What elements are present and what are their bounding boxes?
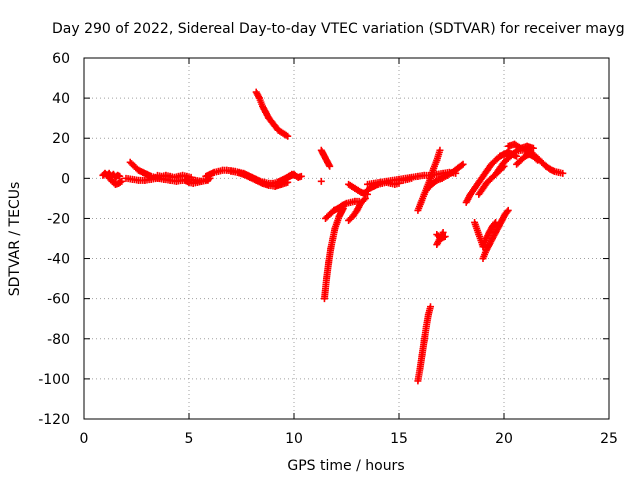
plot-frame	[83, 57, 610, 420]
y-tick-label: 20	[52, 131, 70, 147]
series-s28	[479, 206, 512, 263]
series-s19	[399, 174, 416, 184]
y-tick-label: -40	[47, 252, 70, 268]
data-point	[532, 155, 540, 163]
data-point	[439, 228, 447, 236]
series-s10	[282, 170, 305, 182]
x-axis-label: GPS time / hours	[287, 458, 404, 474]
data-point	[360, 196, 368, 204]
x-tick-label: 25	[600, 431, 618, 447]
series-s12	[317, 177, 325, 185]
data-point	[529, 144, 537, 152]
y-tick-label: -80	[47, 332, 70, 348]
data-point	[284, 132, 292, 140]
series-s11	[317, 146, 334, 170]
grid-lines	[84, 58, 609, 419]
y-tick-label: -20	[47, 211, 70, 227]
x-tick-label: 20	[495, 431, 513, 447]
x-tick-labels: 0 5 10 15 20 25	[80, 431, 618, 447]
axis-ticks	[83, 57, 610, 420]
series-s21	[422, 160, 467, 194]
y-tick-label: 0	[61, 171, 70, 187]
data-point	[458, 161, 466, 169]
data-point	[297, 172, 305, 180]
series-s22	[414, 303, 434, 385]
series-s6	[181, 174, 214, 187]
series-s14	[322, 197, 363, 222]
data-points	[99, 88, 567, 385]
data-point	[116, 172, 124, 180]
y-tick-label: 60	[52, 51, 70, 67]
data-point	[118, 177, 126, 185]
series-s16	[345, 180, 371, 198]
data-point	[559, 169, 567, 177]
data-point	[459, 160, 467, 168]
x-tick-label: 0	[80, 431, 89, 447]
data-point	[504, 206, 512, 214]
data-point	[436, 146, 444, 154]
series-s13	[320, 204, 347, 303]
data-point	[503, 208, 511, 216]
series-s24	[433, 228, 447, 249]
y-axis-label: SDTVAR / TECUs	[7, 182, 23, 297]
y-tick-label: -120	[38, 412, 70, 428]
series-s25	[462, 148, 521, 206]
y-tick-label: -100	[38, 372, 70, 388]
data-point	[491, 220, 499, 228]
data-point	[534, 156, 542, 164]
series-s15	[345, 194, 369, 224]
series-s32	[504, 140, 537, 152]
series-s5	[154, 171, 195, 181]
data-point	[408, 174, 416, 182]
data-point	[427, 303, 434, 311]
series-s2	[105, 174, 126, 188]
y-tick-label: -60	[47, 292, 70, 308]
data-point	[317, 177, 325, 185]
data-point	[511, 148, 519, 156]
y-tick-label: 40	[52, 91, 70, 107]
y-tick-labels: 60 40 20 0 -20 -40 -60 -80 -100 -120	[38, 51, 70, 428]
series-s9	[252, 88, 292, 140]
chart-title: Day 290 of 2022, Sidereal Day-to-day VTE…	[52, 21, 625, 37]
x-tick-label: 15	[390, 431, 408, 447]
series-s29	[479, 218, 500, 251]
x-tick-label: 10	[285, 431, 303, 447]
data-point	[492, 218, 500, 226]
x-tick-label: 5	[185, 431, 194, 447]
data-point	[326, 162, 334, 170]
series-s31	[513, 150, 542, 168]
series-s8	[227, 167, 292, 190]
